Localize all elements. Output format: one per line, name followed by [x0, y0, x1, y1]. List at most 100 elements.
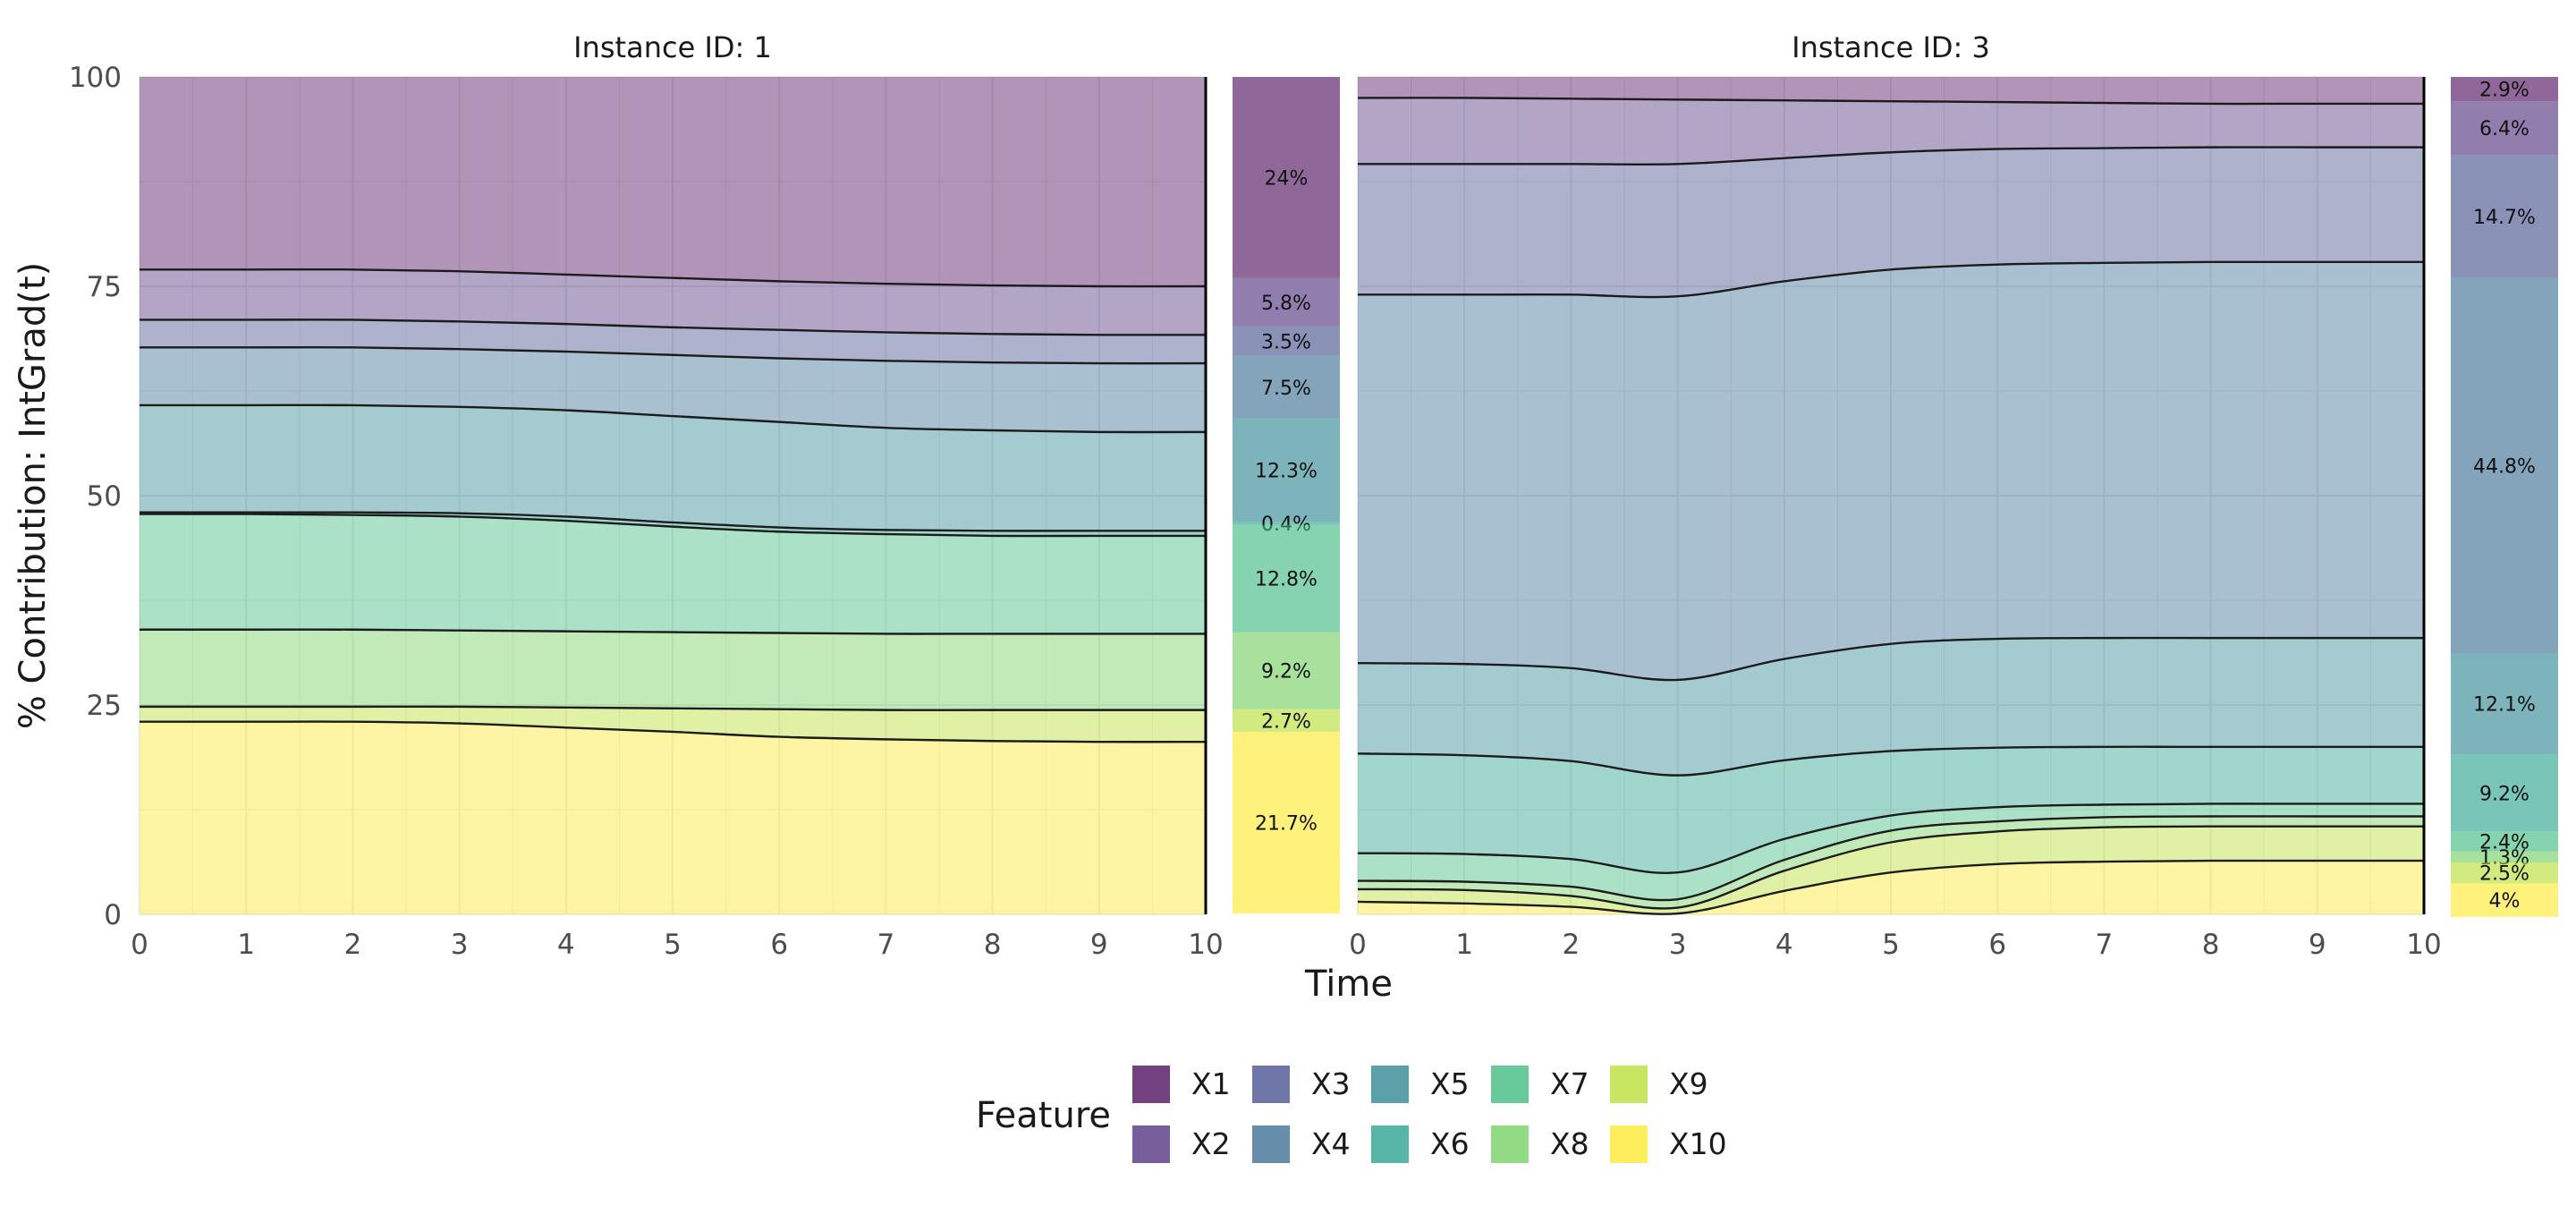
- boundary-line: [1358, 146, 2424, 166]
- bar-label-x10: 21.7%: [1255, 813, 1318, 836]
- bar-label-x6: 9.2%: [2479, 783, 2529, 805]
- panel-1: Instance ID: 124%5.8%3.5%7.5%12.3%0.4%12…: [131, 30, 1340, 961]
- bar-segment-x6: [1233, 522, 1340, 525]
- area-x5: [140, 404, 1206, 531]
- bar-label-x1: 2.9%: [2479, 80, 2529, 102]
- legend-label: X3: [1311, 1066, 1351, 1101]
- legend-item: X5: [1371, 1066, 1470, 1103]
- area-x3: [140, 319, 1206, 364]
- bar-label-x3: 14.7%: [2473, 207, 2536, 229]
- bar-label-x5: 12.1%: [2473, 694, 2536, 717]
- legend-label: X8: [1550, 1126, 1589, 1161]
- stacked-areas: [1357, 77, 2424, 915]
- bar-segment-x4: [1233, 355, 1340, 419]
- legend: Feature X1 X2 X3 X4 X5 X6 X7 X8 X9 X10: [976, 1066, 1727, 1163]
- bar-segment-x1: [2451, 77, 2558, 102]
- x-tick-label: 2: [1563, 929, 1580, 961]
- bar-segment-x2: [2451, 101, 2558, 156]
- legend-swatch-x10: [1610, 1125, 1648, 1163]
- panel-title: Instance ID: 3: [1792, 30, 1990, 64]
- x-tick-label: 4: [1775, 929, 1793, 961]
- bar-segment-x9: [1233, 709, 1340, 732]
- bar-segment-x4: [2451, 277, 2558, 653]
- area-x8: [140, 629, 1206, 710]
- legend-swatch-x4: [1252, 1125, 1290, 1163]
- bar-segment-x5: [2451, 652, 2558, 755]
- panel-grid: [139, 76, 1207, 915]
- bar-segment-x10: [1233, 731, 1340, 914]
- area-x10: [1358, 861, 2424, 914]
- bar-label-x5: 12.3%: [1255, 460, 1318, 482]
- x-tick-label: 8: [984, 929, 1002, 961]
- legend-swatch-x8: [1491, 1125, 1529, 1163]
- bar-segment-x10: [2451, 883, 2558, 917]
- legend-label: X6: [1430, 1126, 1470, 1161]
- legend-title: Feature: [976, 1095, 1111, 1136]
- x-tick-label: 10: [2406, 929, 2441, 961]
- legend-item: X7: [1491, 1066, 1589, 1103]
- legend-item: X9: [1610, 1066, 1708, 1103]
- area-x4: [140, 347, 1206, 433]
- bar-label-x8: 9.2%: [1261, 661, 1311, 684]
- legend-item: X8: [1491, 1125, 1589, 1163]
- area-x2: [1358, 98, 2424, 165]
- bar-segment-x2: [1233, 277, 1340, 327]
- legend-label: X1: [1191, 1066, 1231, 1101]
- boundary-line: [139, 268, 1207, 288]
- legend-label: X9: [1669, 1066, 1708, 1101]
- x-tick-label: 6: [770, 929, 788, 961]
- x-tick-label: 5: [1882, 929, 1900, 961]
- legend-item: X1: [1132, 1066, 1231, 1103]
- legend-label: X7: [1550, 1066, 1589, 1101]
- area-x1: [140, 77, 1206, 287]
- area-x7: [1358, 803, 2424, 901]
- area-x6: [140, 512, 1206, 537]
- x-tick-label: 3: [1669, 929, 1687, 961]
- legend-label: X5: [1430, 1066, 1470, 1101]
- boundary-line: [1357, 636, 2424, 682]
- bar-label-x3: 3.5%: [1261, 331, 1311, 353]
- bar-label-x4: 7.5%: [1261, 378, 1311, 400]
- bar-segment-x1: [1233, 77, 1340, 278]
- bar-label-x9: 2.5%: [2479, 863, 2529, 886]
- area-x5: [1358, 638, 2424, 776]
- x-tick-label: 7: [2096, 929, 2114, 961]
- legend-swatch-x9: [1610, 1066, 1648, 1103]
- legend-item: X10: [1610, 1125, 1727, 1163]
- bar-segment-x7: [1233, 524, 1340, 633]
- panel-2: Instance ID: 3 2.9% 6.4% 14.7% 44.8% 12.1% 9.2…: [1349, 30, 2558, 961]
- bar-label-x10: 4%: [2489, 890, 2521, 913]
- x-tick-label: 9: [2309, 929, 2326, 961]
- y-tick-label: 25: [87, 690, 122, 722]
- boundary-line: [1357, 859, 2424, 915]
- legend-label: X10: [1669, 1126, 1727, 1161]
- y-tick-label: 75: [87, 271, 122, 303]
- boundary-line: [1357, 97, 2424, 106]
- boundary-line: [140, 318, 1207, 336]
- boundary-line: [140, 511, 1206, 532]
- summary-bar: 24%5.8%3.5%7.5%12.3%0.4%12.8%9.2%2.7%21.…: [1233, 77, 1340, 914]
- area-x6: [1358, 746, 2424, 873]
- x-tick-label: 6: [1988, 929, 2006, 961]
- bar-segment-x8: [2451, 851, 2558, 862]
- bar-label-x9: 2.7%: [1261, 710, 1311, 733]
- bar-segment-x7: [2451, 831, 2558, 852]
- legend-label: X2: [1191, 1126, 1231, 1161]
- x-tick-label: 0: [1349, 929, 1367, 961]
- boundary-line: [140, 628, 1206, 635]
- bar-label-x4: 44.8%: [2473, 455, 2536, 478]
- y-axis-title: % Contribution: IntGrad(t): [13, 262, 54, 729]
- area-x3: [1358, 147, 2424, 298]
- bar-segment-x3: [1233, 326, 1340, 356]
- legend-swatch-x1: [1132, 1066, 1170, 1103]
- boundary-line: [1357, 825, 2424, 910]
- x-tick-label: 1: [237, 929, 255, 961]
- x-tick-label: 4: [557, 929, 575, 961]
- legend-swatch-x2: [1132, 1125, 1170, 1163]
- x-tick-label: 9: [1090, 929, 1108, 961]
- boundary-line: [140, 403, 1207, 434]
- x-axis-title: Time: [1304, 964, 1393, 1005]
- x-tick-label: 2: [344, 929, 362, 961]
